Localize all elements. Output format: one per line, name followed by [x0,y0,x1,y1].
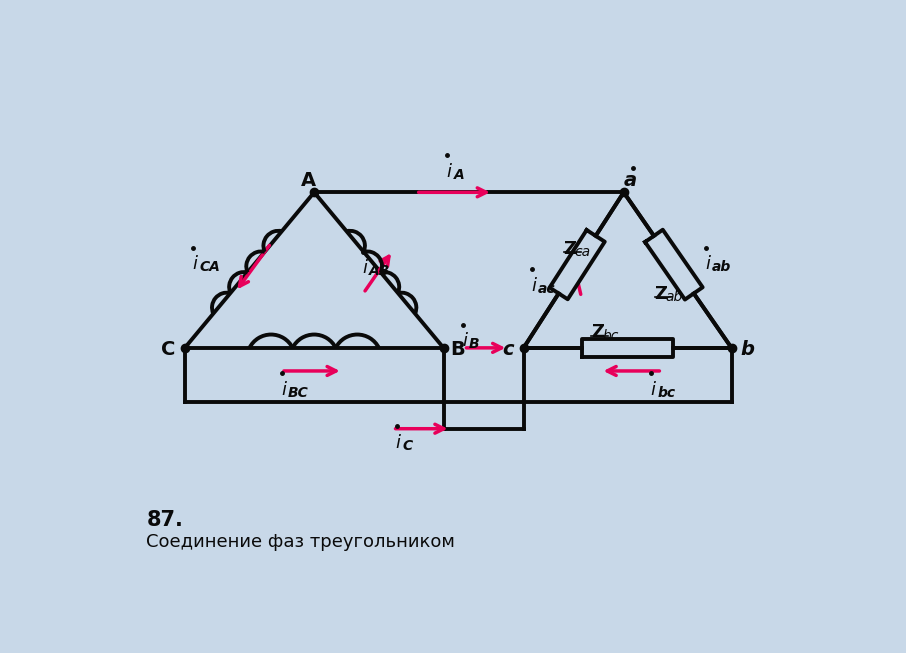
Polygon shape [645,230,703,300]
Text: CA: CA [199,260,220,274]
Text: ca: ca [574,246,591,259]
Polygon shape [550,230,604,299]
Text: i: i [651,381,656,399]
Text: Z: Z [654,285,668,303]
Text: Z: Z [592,323,604,342]
Text: AB: AB [369,264,390,278]
Text: i: i [462,332,467,351]
Text: i: i [396,434,400,452]
Text: A: A [301,171,315,190]
Text: ab: ab [665,290,682,304]
Text: 87.: 87. [146,509,183,530]
Text: i: i [192,255,198,274]
Text: i: i [447,163,451,181]
Text: i: i [281,381,286,399]
Text: i: i [531,277,536,295]
Text: a: a [623,171,636,190]
Text: ac: ac [538,281,556,296]
Text: ab: ab [712,260,731,274]
Text: bc: bc [602,328,619,343]
Text: A: A [454,168,464,182]
Text: i: i [361,259,367,278]
Text: B: B [450,340,465,359]
Text: Соединение фаз треугольником: Соединение фаз треугольником [146,533,455,550]
Text: c: c [503,340,514,359]
Text: BC: BC [288,385,309,400]
Text: C: C [403,439,413,453]
Text: B: B [469,337,479,351]
Text: Z: Z [564,240,576,258]
Text: b: b [740,340,754,359]
Text: i: i [706,255,710,274]
Polygon shape [582,339,673,357]
Text: bc: bc [658,385,676,400]
Text: C: C [160,340,175,359]
